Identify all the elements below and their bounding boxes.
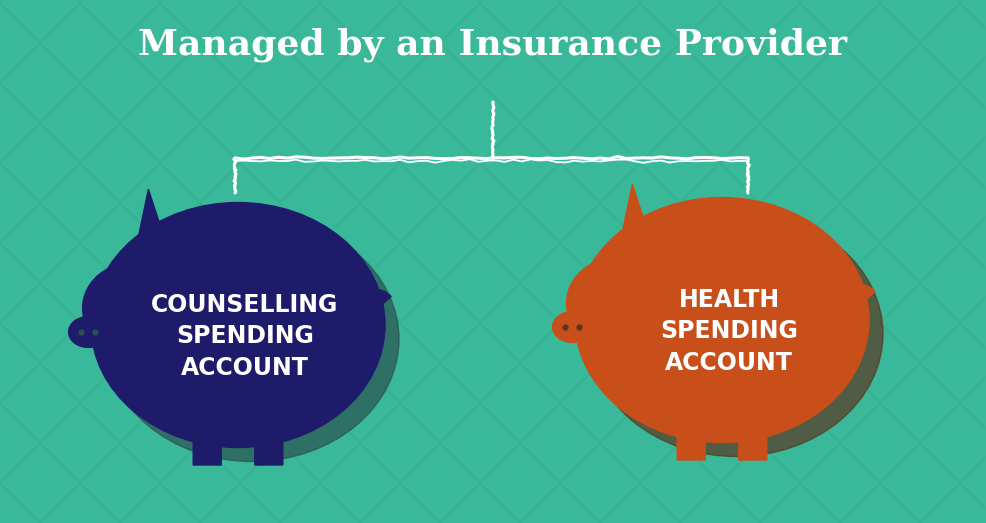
FancyBboxPatch shape — [254, 437, 283, 465]
Polygon shape — [136, 189, 168, 249]
Ellipse shape — [575, 198, 868, 442]
Ellipse shape — [580, 272, 680, 362]
Ellipse shape — [552, 312, 592, 343]
Polygon shape — [619, 184, 652, 244]
FancyBboxPatch shape — [739, 432, 766, 460]
Ellipse shape — [97, 277, 197, 368]
FancyBboxPatch shape — [676, 432, 704, 460]
FancyBboxPatch shape — [193, 437, 221, 465]
Ellipse shape — [83, 263, 183, 354]
Text: COUNSELLING
SPENDING
ACCOUNT: COUNSELLING SPENDING ACCOUNT — [151, 292, 338, 380]
Ellipse shape — [69, 316, 107, 347]
Text: Managed by an Insurance Provider: Managed by an Insurance Provider — [138, 28, 847, 62]
Ellipse shape — [589, 211, 882, 457]
Ellipse shape — [91, 202, 385, 448]
Ellipse shape — [105, 217, 398, 461]
Ellipse shape — [566, 258, 667, 349]
Text: HEALTH
SPENDING
ACCOUNT: HEALTH SPENDING ACCOUNT — [660, 288, 797, 375]
